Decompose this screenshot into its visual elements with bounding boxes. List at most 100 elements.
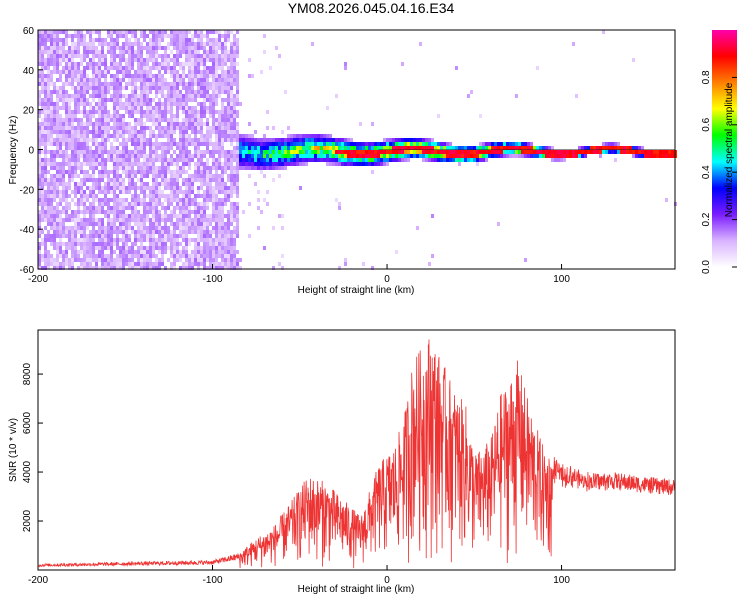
spectrogram-cell (170, 102, 173, 106)
spectrogram-cell (182, 190, 185, 194)
spectrogram-cell (224, 166, 227, 170)
spectrogram-cell (230, 50, 233, 54)
spectrogram-cell (56, 210, 59, 214)
spectrogram-cell (92, 194, 95, 198)
spectrogram-cell (383, 150, 386, 154)
spectrogram-cell (509, 142, 512, 146)
spectrogram-cell (404, 154, 407, 158)
spectrogram-cell (98, 130, 101, 134)
spectrogram-cell (335, 162, 338, 166)
spectrogram-cell (173, 182, 176, 186)
spectrogram-cell (203, 194, 206, 198)
spectrogram-cell (209, 230, 212, 234)
spectrogram-cell (113, 154, 116, 158)
spectrogram-cell (251, 150, 254, 154)
spectrogram-cell (182, 230, 185, 234)
spectrogram-cell (131, 34, 134, 38)
spectrogram-cell (182, 226, 185, 230)
spectrogram-cell (47, 66, 50, 70)
spectrogram-cell (410, 146, 413, 150)
spectrogram-cell (104, 158, 107, 162)
spectrogram-cell (428, 138, 431, 142)
spectrogram-cell (191, 94, 194, 98)
spectrogram-cell (53, 230, 56, 234)
spectrogram-cell (119, 66, 122, 70)
spectrogram-cell (233, 46, 236, 50)
spectrogram-cell (74, 154, 77, 158)
spectrogram-cell (191, 182, 194, 186)
spectrogram-cell (101, 70, 104, 74)
spectrogram-cell (218, 254, 221, 258)
spectrogram-cell (56, 266, 59, 270)
spectrogram-cell (98, 110, 101, 114)
spectrogram-cell (65, 74, 68, 78)
spectrogram-cell (278, 166, 281, 170)
spectrogram-cell (140, 262, 143, 266)
spectrogram-cell (254, 154, 257, 158)
spectrogram-cell (119, 126, 122, 130)
spectrogram-cell (605, 146, 608, 150)
spectrogram-cell (149, 78, 152, 82)
spectrogram-cell (233, 74, 236, 78)
spectrogram-cell (413, 150, 416, 154)
spectrogram-cell (41, 218, 44, 222)
spectrogram-cell (95, 82, 98, 86)
spectrogram-cell (83, 86, 86, 90)
spectrogram-cell (152, 34, 155, 38)
spectrogram-cell (197, 90, 200, 94)
spectrogram-cell (179, 226, 182, 230)
spectrogram-cell (200, 206, 203, 210)
spectrogram-cell (185, 202, 188, 206)
spectrogram-cell (173, 222, 176, 226)
spectrogram-cell (389, 158, 392, 162)
spectrogram-cell (170, 106, 173, 110)
spectrogram-cell (71, 266, 74, 270)
spectrogram-cell (161, 182, 164, 186)
spectrogram-cell (134, 122, 137, 126)
spectrogram-cell (83, 94, 86, 98)
spectrogram-cell (209, 106, 212, 110)
spectrogram-cell (215, 90, 218, 94)
spectrogram-cell (56, 170, 59, 174)
spectrogram-cell (152, 142, 155, 146)
spectrogram-cell (98, 78, 101, 82)
spectrogram-cell (107, 130, 110, 134)
spectrogram-cell (92, 186, 95, 190)
spectrogram-cell (116, 106, 119, 110)
spectrogram-cell (182, 138, 185, 142)
spectrogram-cell (488, 142, 491, 146)
spectrogram-cell (398, 158, 401, 162)
spectrogram-cell (89, 262, 92, 266)
spectrogram-cell (200, 74, 203, 78)
spectrogram-cell (254, 162, 257, 166)
spectrogram-cell (164, 242, 167, 246)
spectrogram-cell (152, 154, 155, 158)
spectrogram-cell (524, 150, 527, 154)
spectrogram-cell (245, 154, 248, 158)
spectrogram-cell (83, 82, 86, 86)
spectrogram-cell (161, 166, 164, 170)
spectrogram-cell (59, 134, 62, 138)
spectrogram-cell (200, 226, 203, 230)
spectrogram-cell (173, 58, 176, 62)
spectrogram-cell (188, 190, 191, 194)
spectrogram-cell (140, 70, 143, 74)
spectrogram-cell (266, 138, 269, 142)
spectrogram-cell (167, 234, 170, 238)
spectrogram-cell (116, 214, 119, 218)
spectrogram-cell (230, 126, 233, 130)
spectrogram-cell (353, 162, 356, 166)
spectrogram-cell (533, 150, 536, 154)
spectrogram-cell (80, 230, 83, 234)
spectrogram-cell (614, 150, 617, 154)
spectrogram-cell (41, 134, 44, 138)
spectrogram-cell (62, 198, 65, 202)
spectrogram-cell (335, 150, 338, 154)
spectrogram-cell (185, 30, 188, 34)
spectrogram-cell (44, 158, 47, 162)
spectrogram-cell (59, 226, 62, 230)
spectrogram-cell (128, 186, 131, 190)
spectrogram-cell (227, 150, 230, 154)
spectrogram-cell (227, 78, 230, 82)
spectrogram-cell (101, 106, 104, 110)
